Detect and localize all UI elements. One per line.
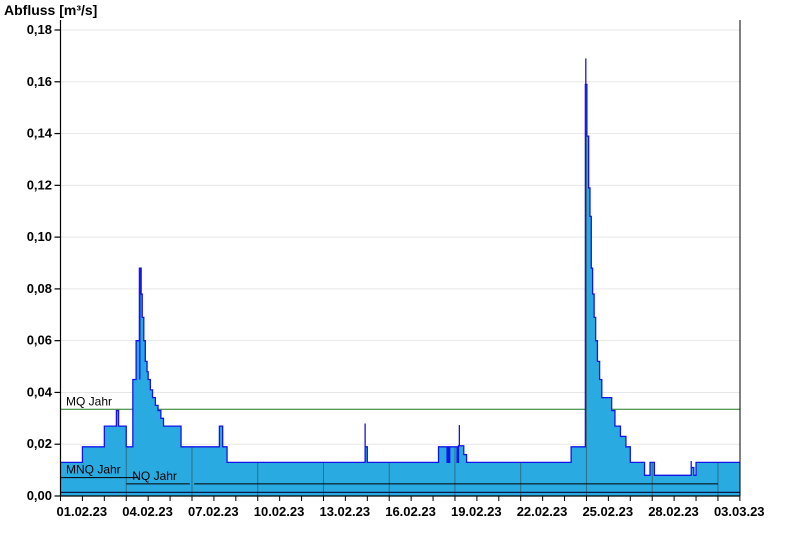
svg-text:07.02.23: 07.02.23	[188, 504, 239, 519]
svg-text:MNQ Jahr: MNQ Jahr	[66, 463, 121, 477]
svg-text:25.02.23: 25.02.23	[582, 504, 633, 519]
svg-text:MQ Jahr: MQ Jahr	[66, 394, 112, 408]
svg-text:01.02.23: 01.02.23	[57, 504, 108, 519]
svg-text:0,02: 0,02	[27, 436, 52, 451]
svg-text:19.02.23: 19.02.23	[451, 504, 502, 519]
svg-text:0,14: 0,14	[27, 126, 53, 141]
svg-text:22.02.23: 22.02.23	[517, 504, 568, 519]
svg-text:0,18: 0,18	[27, 22, 52, 37]
svg-text:0,00: 0,00	[27, 488, 52, 503]
svg-text:13.02.23: 13.02.23	[319, 504, 370, 519]
svg-text:0,10: 0,10	[27, 229, 52, 244]
svg-text:0,06: 0,06	[27, 333, 52, 348]
svg-text:04.02.23: 04.02.23	[122, 504, 173, 519]
svg-text:0,08: 0,08	[27, 281, 52, 296]
svg-text:28.02.23: 28.02.23	[648, 504, 699, 519]
svg-text:16.02.23: 16.02.23	[385, 504, 436, 519]
svg-text:03.03.23: 03.03.23	[714, 504, 765, 519]
svg-text:0,04: 0,04	[27, 384, 53, 399]
svg-text:Abfluss [m³/s]: Abfluss [m³/s]	[4, 2, 97, 18]
svg-text:0,12: 0,12	[27, 177, 52, 192]
svg-text:NQ Jahr: NQ Jahr	[132, 469, 177, 483]
svg-text:10.02.23: 10.02.23	[254, 504, 305, 519]
svg-text:0,16: 0,16	[27, 74, 52, 89]
